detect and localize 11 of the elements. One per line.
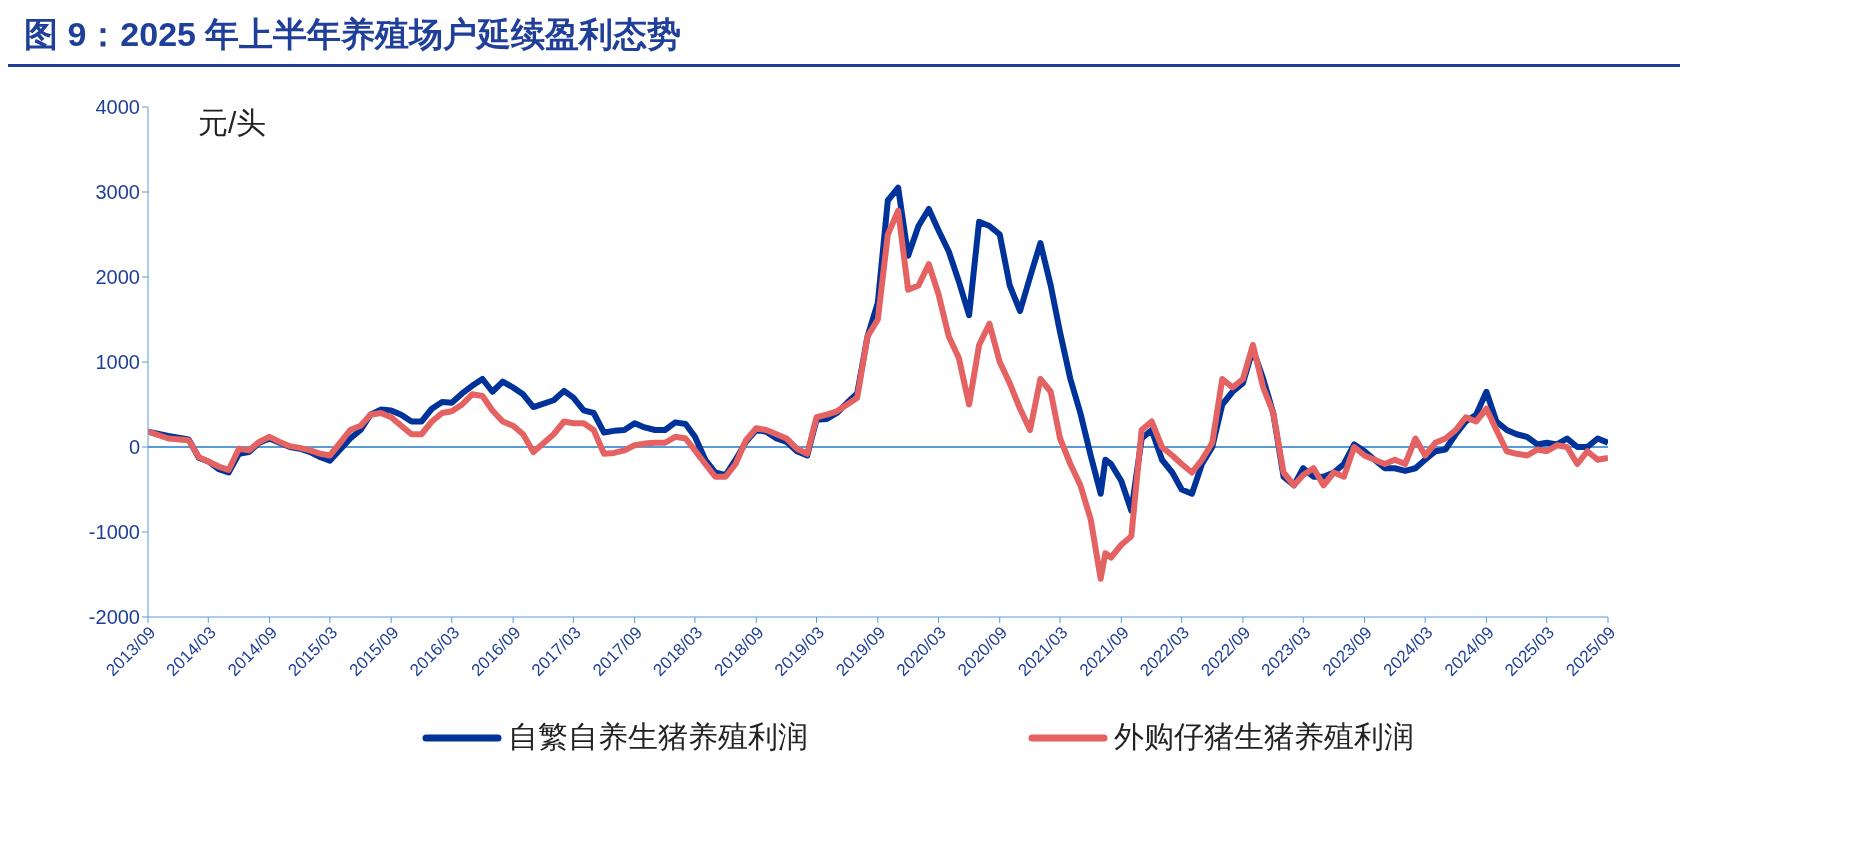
legend-label: 外购仔猪生猪养殖利润 [1114,719,1414,755]
legend-label: 自繁自养生猪养殖利润 [508,719,808,755]
y-axis-title: 元/头 [198,106,267,139]
chart-title: 图 9：2025 年上半年养殖场户延续盈利态势 [24,15,682,53]
y-tick-label: 4000 [95,96,140,119]
y-tick-label: 0 [128,436,140,459]
y-tick-label: 2000 [95,266,140,289]
y-tick-label: 3000 [95,181,140,204]
y-tick-label: 1000 [95,351,140,374]
y-tick-label: -1000 [88,521,140,544]
y-tick-label: -2000 [88,606,140,629]
